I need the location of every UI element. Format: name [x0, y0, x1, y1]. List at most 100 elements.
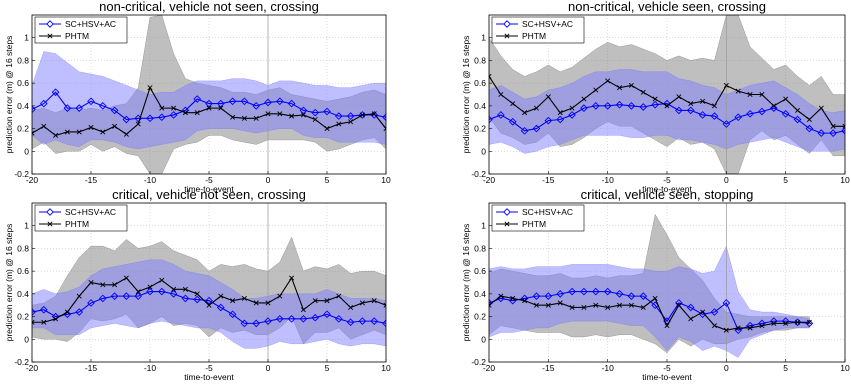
- point-sc-hsv-ac: [146, 287, 154, 296]
- point-sc-hsv-ac: [544, 292, 553, 300]
- point-sc-hsv-ac: [110, 106, 119, 115]
- series-line-sc-hsv-ac: [489, 291, 810, 331]
- point-sc-hsv-ac: [39, 305, 48, 314]
- point-sc-hsv-ac: [311, 313, 320, 322]
- point-sc-hsv-ac: [193, 95, 202, 103]
- point-sc-hsv-ac: [508, 296, 517, 305]
- y-tick-label: 0: [481, 334, 486, 344]
- point-phtm: [783, 320, 789, 326]
- point-sc-hsv-ac: [122, 115, 131, 124]
- point-sc-hsv-ac: [32, 105, 36, 114]
- point-sc-hsv-ac: [32, 308, 36, 316]
- point-sc-hsv-ac: [264, 98, 272, 107]
- point-phtm: [747, 325, 753, 331]
- point-sc-hsv-ac: [216, 303, 225, 312]
- point-sc-hsv-ac: [615, 290, 624, 298]
- point-phtm: [218, 105, 224, 111]
- point-phtm: [605, 78, 611, 84]
- point-sc-hsv-ac: [382, 319, 386, 328]
- point-sc-hsv-ac: [568, 287, 576, 296]
- point-sc-hsv-ac: [532, 292, 541, 300]
- point-sc-hsv-ac: [252, 102, 261, 110]
- point-sc-hsv-ac: [228, 310, 237, 319]
- point-phtm: [53, 316, 59, 322]
- point-phtm: [289, 275, 295, 281]
- y-tick-label: 0.2: [17, 312, 29, 322]
- y-tick-label: 0: [481, 146, 486, 156]
- legend-marker-sc-hsv-ac: [503, 20, 511, 28]
- y-tick-label: 0.6: [17, 78, 29, 88]
- y-axis-label: prediction error (m) @ 16 steps: [461, 36, 471, 154]
- point-phtm: [76, 129, 82, 135]
- point-phtm: [253, 115, 259, 121]
- point-phtm: [265, 111, 271, 117]
- point-phtm: [557, 110, 563, 116]
- y-tick-label: 0.4: [17, 101, 29, 111]
- y-tick-label: 0.8: [17, 243, 29, 253]
- point-sc-hsv-ac: [264, 317, 272, 325]
- point-sc-hsv-ac: [287, 315, 296, 323]
- x-tick-label: -20: [483, 175, 496, 185]
- point-sc-hsv-ac: [98, 102, 107, 110]
- point-sc-hsv-ac: [532, 124, 541, 133]
- point-phtm: [498, 91, 504, 98]
- point-sc-hsv-ac: [205, 99, 213, 108]
- point-phtm: [41, 319, 47, 325]
- point-phtm: [147, 85, 153, 91]
- y-tick-label: -0.2: [14, 357, 29, 367]
- point-sc-hsv-ac: [710, 112, 719, 120]
- y-tick-label: 1: [24, 33, 29, 43]
- point-phtm: [64, 129, 70, 135]
- series-line-sc-hsv-ac: [489, 103, 845, 134]
- point-phtm: [700, 98, 706, 104]
- point-sc-hsv-ac: [489, 299, 493, 307]
- point-sc-hsv-ac: [346, 112, 355, 120]
- point-sc-hsv-ac: [769, 317, 778, 325]
- point-phtm: [100, 282, 106, 288]
- point-sc-hsv-ac: [698, 111, 707, 119]
- y-axis-label: prediction error (m) @ 16 steps: [4, 224, 14, 342]
- point-phtm: [359, 300, 365, 306]
- legend-marker-phtm: [47, 33, 53, 39]
- point-sc-hsv-ac: [556, 115, 565, 124]
- point-phtm: [545, 94, 551, 100]
- x-tick-label: 5: [783, 175, 788, 185]
- y-tick-label: -0.2: [471, 357, 486, 367]
- point-sc-hsv-ac: [75, 104, 84, 112]
- point-phtm: [41, 123, 47, 129]
- point-phtm: [112, 123, 118, 129]
- chart-panel-1: -20 -15 -10 -5 0 5 10 -0.2 0 0.2 0.4 0.6 0.8 1 non-cri…: [4, 0, 391, 194]
- x-tick-label: 0: [266, 363, 271, 373]
- point-phtm: [32, 130, 35, 136]
- y-tick-label: 0.6: [17, 266, 29, 276]
- x-tick-label: -5: [205, 175, 213, 185]
- point-phtm: [123, 131, 129, 137]
- y-axis-label: prediction error (m) @ 16 steps: [4, 36, 14, 154]
- y-tick-label: 0.8: [17, 55, 29, 65]
- point-sc-hsv-ac: [216, 99, 225, 108]
- point-sc-hsv-ac: [686, 106, 695, 115]
- x-tick-label: 0: [266, 175, 271, 185]
- point-phtm: [489, 73, 492, 79]
- y-tick-label: 1: [481, 221, 486, 231]
- legend-label-phtm: PHTM: [522, 31, 546, 41]
- legend-label-sc-hsv-ac: SC+HSV+AC: [522, 207, 573, 217]
- series-line-sc-hsv-ac: [32, 91, 386, 121]
- point-sc-hsv-ac: [157, 287, 166, 296]
- point-phtm: [711, 323, 717, 329]
- point-phtm: [206, 105, 212, 111]
- point-phtm: [759, 323, 765, 329]
- legend-marker-phtm: [504, 33, 510, 39]
- point-sc-hsv-ac: [580, 104, 588, 112]
- point-phtm: [88, 124, 94, 130]
- point-phtm: [336, 293, 342, 299]
- point-phtm: [371, 111, 377, 117]
- point-phtm: [194, 110, 200, 116]
- point-phtm: [593, 87, 599, 93]
- x-tick-label: 10: [840, 175, 850, 185]
- y-axis-label: prediction error (m) @ 16 steps: [461, 224, 471, 342]
- point-sc-hsv-ac: [370, 317, 379, 325]
- point-phtm: [557, 300, 563, 306]
- point-sc-hsv-ac: [603, 287, 612, 296]
- y-tick-label: 0.6: [474, 78, 486, 88]
